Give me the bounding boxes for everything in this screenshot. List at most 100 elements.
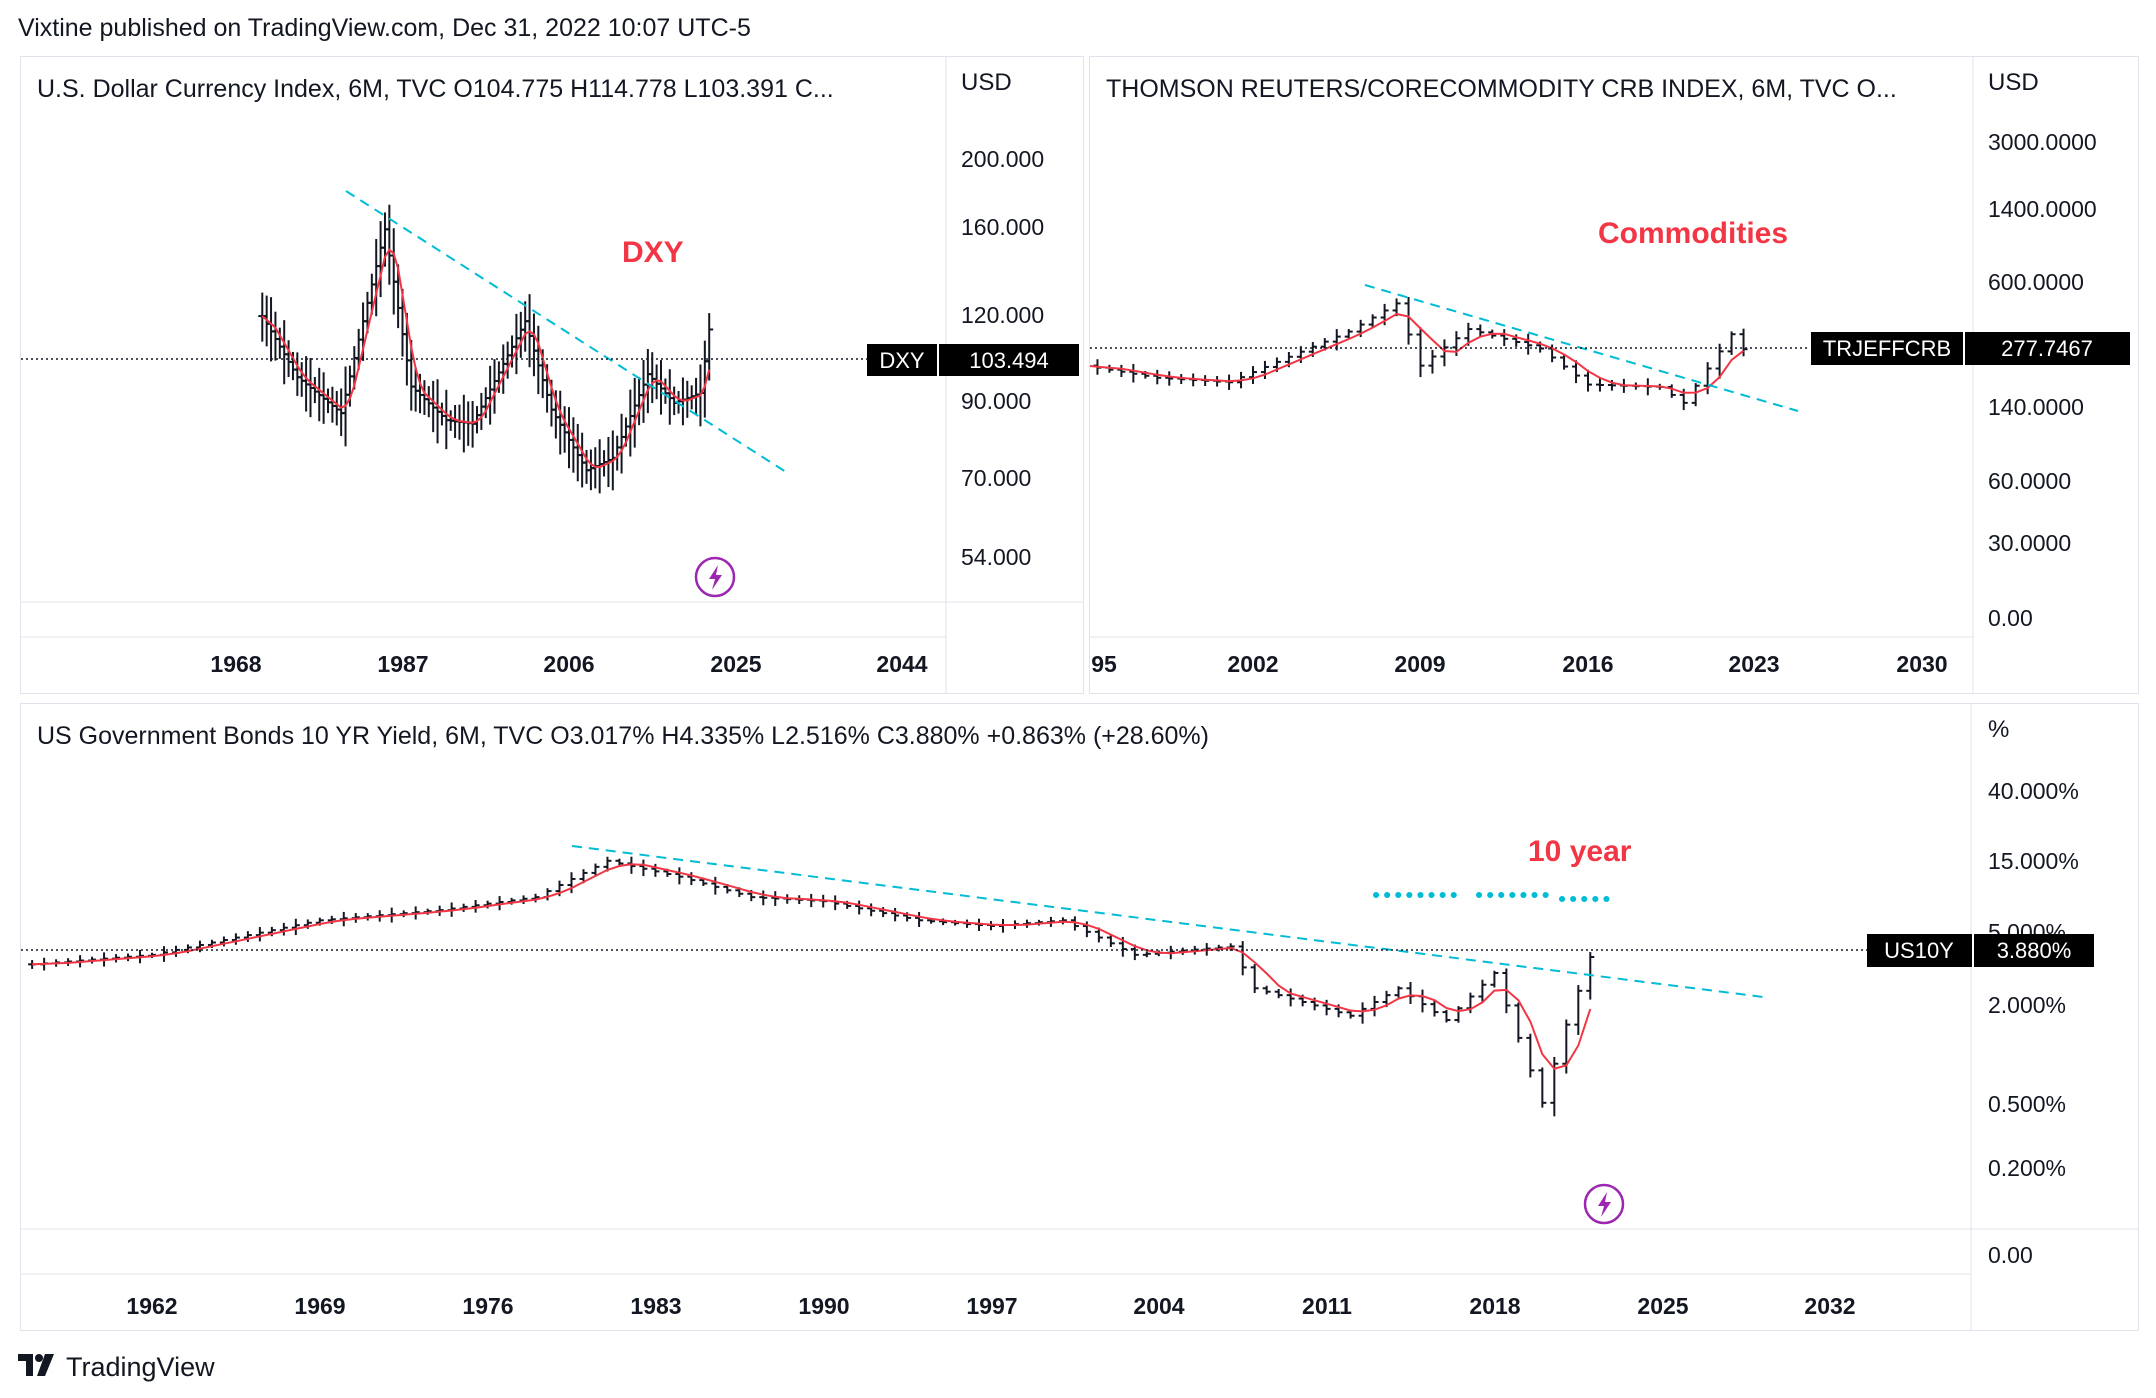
ohlc-bar <box>499 344 508 394</box>
ohlc-bar <box>411 367 420 412</box>
ohlc-bar <box>556 390 565 455</box>
ohlc-bar <box>519 895 528 905</box>
ohlc-bar <box>573 423 582 482</box>
ohlc-bar <box>1691 383 1700 407</box>
price-tick: 600.0000 <box>1988 269 2084 295</box>
time-tick: 2004 <box>1133 1293 1184 1319</box>
ohlc-bars <box>28 856 1595 1117</box>
price-axis[interactable]: 3000.0000 1400.0000 600.0000 140.0000 60… <box>1988 129 2097 631</box>
time-axis[interactable]: 1968 1987 2006 2025 2044 <box>210 651 927 677</box>
ohlc-bar <box>1715 343 1724 379</box>
crb-chart-canvas[interactable]: Commodities 3000.0000 1400.0000 600.0000… <box>1090 57 2138 693</box>
time-tick: 1968 <box>210 651 261 677</box>
ohlc-bar <box>1454 1006 1463 1023</box>
trendline[interactable] <box>345 190 787 473</box>
time-tick: 1962 <box>126 1293 177 1319</box>
ohlc-bar <box>1404 296 1413 345</box>
time-tick: 2044 <box>876 651 927 677</box>
dxy-chart-canvas[interactable]: DXY 200.000 160.000 120.000 90.000 70.00… <box>21 57 1083 693</box>
ohlc-bar <box>591 863 600 877</box>
time-tick: 2002 <box>1227 651 1278 677</box>
dxy-legend: U.S. Dollar Currency Index, 6M, TVC O104… <box>37 75 834 103</box>
us10y-chart-canvas[interactable]: 10 year 40.000% 15.000% 5.000% 2.000% 0.… <box>21 704 2138 1330</box>
ohlc-bar <box>389 228 398 315</box>
ohlc-bar <box>345 365 354 407</box>
ohlc-bar <box>771 891 780 906</box>
ohlc-bar <box>651 863 660 877</box>
ohlc-bar <box>1094 927 1103 943</box>
ohlc-bar <box>639 859 648 877</box>
dxy-chart-panel[interactable]: DXY 200.000 160.000 120.000 90.000 70.00… <box>20 56 1084 694</box>
price-tag-value: 277.7467 <box>2001 336 2093 361</box>
time-tick: 2030 <box>1896 651 1947 677</box>
time-tick: 2006 <box>543 651 594 677</box>
time-axis[interactable]: 95 2002 2009 2016 2023 2030 <box>1091 651 1947 677</box>
ohlc-bar <box>1478 979 1487 1003</box>
ohlc-bar <box>891 907 900 922</box>
lightning-bolt-icon[interactable] <box>694 556 736 598</box>
ohlc-bar <box>711 876 720 895</box>
ohlc-bar <box>657 360 666 415</box>
trendline[interactable] <box>571 845 1764 998</box>
us10y-chart-panel[interactable]: 10 year 40.000% 15.000% 5.000% 2.000% 0.… <box>20 703 2139 1331</box>
ohlc-bar <box>831 895 840 911</box>
moving-average-line <box>261 248 711 469</box>
price-tick: 0.500% <box>1988 1091 2066 1117</box>
crb-chart-panel[interactable]: Commodities 3000.0000 1400.0000 600.0000… <box>1089 56 2139 694</box>
ohlc-bar <box>1440 339 1449 367</box>
brand-name: TradingView <box>66 1351 215 1382</box>
price-tick: 3000.0000 <box>1988 129 2097 155</box>
price-axis[interactable]: 200.000 160.000 120.000 90.000 70.000 54… <box>961 146 1044 570</box>
ohlc-bar <box>1442 1009 1451 1023</box>
ohlc-bar <box>687 872 696 886</box>
time-tick: 2032 <box>1804 1293 1855 1319</box>
ohlc-bar <box>1332 329 1341 351</box>
dxy-annotation: DXY <box>622 236 684 269</box>
price-tick: 0.00 <box>1988 605 2033 631</box>
ohlc-bar <box>759 890 768 906</box>
time-axis[interactable]: 1962 1969 1976 1983 1990 1997 2004 2011 … <box>126 1293 1855 1319</box>
ohlc-bar <box>578 432 587 488</box>
lightning-bolt-icon[interactable] <box>1583 1183 1625 1225</box>
ohlc-bar <box>565 407 573 469</box>
ohlc-bar <box>1476 324 1485 338</box>
ohlc-bar <box>586 449 595 491</box>
ohlc-bar <box>332 390 341 426</box>
ohlc-bar <box>1153 369 1162 385</box>
price-tick: 160.000 <box>961 214 1044 240</box>
ohlc-bar <box>1514 1002 1523 1043</box>
ohlc-bar <box>1106 934 1115 948</box>
ohlc-bar <box>1358 1002 1367 1024</box>
publisher-header: Vixtine published on TradingView.com, De… <box>18 14 751 42</box>
price-tick: 30.0000 <box>1988 530 2071 556</box>
footer-brand[interactable]: TradingView <box>18 1350 215 1384</box>
time-tick: 2009 <box>1394 651 1445 677</box>
ohlc-bar <box>267 297 276 362</box>
ohlc-bar <box>1129 363 1138 383</box>
ohlc-bar <box>1574 985 1583 1035</box>
ohlc-bar <box>255 927 264 942</box>
ohlc-bar <box>1370 995 1379 1017</box>
ohlc-bar <box>1406 981 1415 1004</box>
ohlc-bar <box>855 900 864 915</box>
crb-price-unit: USD <box>1988 69 2039 96</box>
ohlc-bar <box>1418 989 1427 1013</box>
price-tick: 2.000% <box>1988 992 2066 1018</box>
ohlc-bar <box>429 380 438 433</box>
time-tick: 95 <box>1091 651 1117 677</box>
price-axis[interactable]: 40.000% 15.000% 5.000% 2.000% 0.500% 0.2… <box>1988 778 2079 1268</box>
time-tick: 1983 <box>630 1293 681 1319</box>
ohlc-bar <box>675 867 684 885</box>
ohlc-bar <box>1500 329 1509 347</box>
price-tick: 54.000 <box>961 544 1031 570</box>
time-tick: 2025 <box>710 651 761 677</box>
ohlc-bar <box>1428 349 1437 374</box>
ohlc-bar <box>1584 369 1592 392</box>
ohlc-bar <box>516 311 525 358</box>
ohlc-bar <box>1538 1067 1547 1108</box>
ohlc-bar <box>494 361 503 393</box>
ohlc-bar <box>1368 314 1377 329</box>
us10y-legend: US Government Bonds 10 YR Yield, 6M, TVC… <box>37 722 1209 750</box>
ohlc-bar <box>324 388 333 414</box>
ohlc-bar <box>1560 354 1569 370</box>
